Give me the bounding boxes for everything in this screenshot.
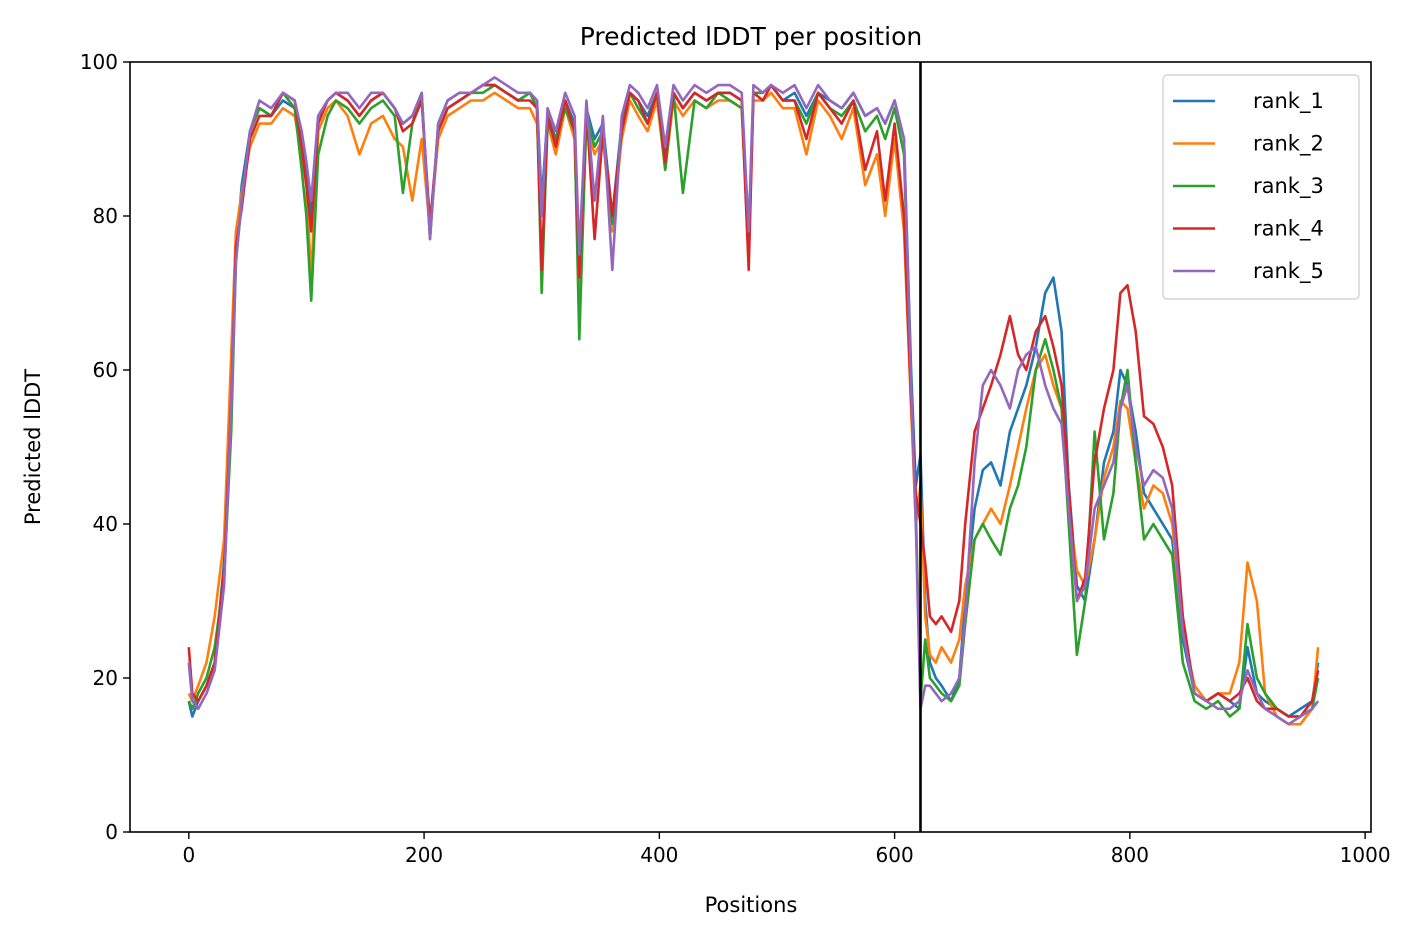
legend-label-rank_1: rank_1 [1253,89,1324,114]
x-tick-label: 1000 [1340,843,1391,867]
series-line-rank_3 [187,83,1320,718]
legend-label-rank_3: rank_3 [1253,174,1324,199]
plot-frame [129,61,1372,833]
y-tick-label: 60 [93,358,118,382]
legend-label-rank_4: rank_4 [1253,217,1324,242]
y-axis: 0 20 40 60 80 100 [80,50,130,844]
chart-title: Predicted lDDT per position [580,22,922,51]
series-line-rank_1 [187,83,1320,718]
y-tick-label: 80 [93,204,118,228]
x-tick-label: 600 [876,843,914,867]
x-axis-label: Positions [705,893,798,917]
x-tick-label: 800 [1111,843,1149,867]
legend-label-rank_2: rank_2 [1253,132,1324,157]
series-line-rank_5 [187,76,1320,726]
legend: rank_1 rank_2 rank_3 rank_4 rank_5 [1162,74,1360,300]
legend-label-rank_5: rank_5 [1253,259,1324,284]
y-tick-label: 0 [105,820,118,844]
x-tick-label: 400 [640,843,678,867]
y-tick-label: 20 [93,666,118,690]
y-axis-label: Predicted lDDT [21,369,45,525]
x-tick-label: 200 [405,843,443,867]
x-axis: 0 200 400 600 800 1000 [182,832,1391,867]
series-line-rank_2 [187,91,1320,726]
plot-area [187,62,1320,832]
y-tick-label: 40 [93,512,118,536]
legend-box [1162,74,1360,300]
series-line-rank_4 [187,83,1320,718]
x-tick-label: 0 [182,843,195,867]
y-tick-label: 100 [80,50,118,74]
